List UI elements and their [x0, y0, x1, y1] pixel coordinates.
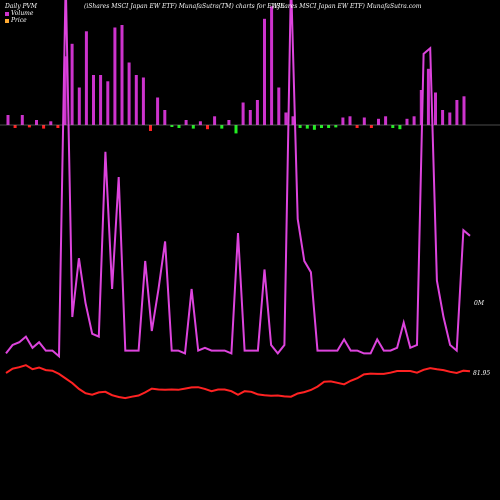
volume-bar	[298, 125, 302, 128]
volume-bar	[35, 120, 38, 125]
volume-bar	[255, 100, 259, 125]
volume-bar	[127, 62, 131, 125]
volume-bar	[362, 117, 366, 125]
volume-bar	[334, 125, 338, 128]
volume-bar	[348, 116, 352, 126]
volume-bar	[248, 110, 252, 125]
volume-bar	[355, 125, 359, 128]
volume-bar	[206, 125, 209, 130]
volume-bar	[63, 56, 67, 126]
volume-bar	[419, 90, 423, 125]
volume-bar	[27, 125, 31, 128]
volume-bar	[70, 43, 74, 126]
volume-bar	[234, 125, 238, 134]
volume-bar	[426, 68, 430, 126]
volume-bar	[291, 116, 295, 126]
volume-line	[5, 0, 471, 359]
volume-bar	[448, 112, 452, 125]
volume-bar	[377, 118, 380, 126]
volume-bar	[149, 125, 152, 131]
volume-bar	[455, 100, 459, 125]
volume-bar	[56, 125, 60, 128]
volume-bars	[6, 6, 466, 134]
volume-bar	[13, 125, 17, 128]
chart-header-right: (iShares MSCI Japan EW ETF) MunafaSutra.…	[272, 3, 422, 10]
volume-bar	[163, 110, 167, 125]
volume-bar	[213, 116, 217, 126]
volume-bar	[462, 96, 466, 126]
volume-bar	[405, 118, 409, 126]
volume-bar	[391, 125, 395, 128]
legend-volume-label: Volume	[11, 10, 34, 17]
volume-bar	[270, 6, 274, 126]
volume-bar	[277, 87, 281, 125]
volume-bar	[134, 75, 138, 125]
volume-bar	[384, 116, 388, 126]
legend-price-swatch	[5, 18, 9, 23]
volume-bar	[84, 31, 88, 126]
volume-bar	[220, 125, 224, 129]
volume-bar	[284, 112, 288, 125]
volume-bar	[434, 92, 437, 125]
legend-volume: Volume	[5, 10, 33, 17]
volume-bar	[113, 27, 117, 125]
legend-volume-swatch	[5, 11, 9, 16]
volume-bar	[398, 125, 402, 130]
volume-bar	[341, 117, 345, 125]
volume-right-label: 0M	[474, 300, 484, 307]
price-right-label: 81.95	[473, 370, 491, 377]
chart-header-center: (iShares MSCI Japan EW ETF) MunafaSutra(…	[84, 3, 285, 10]
volume-bar	[177, 125, 181, 128]
volume-bar	[42, 125, 46, 129]
volume-bar	[6, 115, 10, 125]
volume-bar	[198, 121, 202, 126]
volume-bar	[49, 121, 53, 126]
volume-bar	[156, 97, 160, 125]
volume-bar	[312, 125, 316, 130]
volume-bar	[227, 120, 231, 125]
volume-bar	[141, 77, 145, 125]
volume-bar	[241, 102, 245, 125]
volume-bar	[106, 81, 110, 126]
volume-bar	[441, 110, 445, 125]
volume-bar	[184, 120, 188, 125]
volume-bar	[412, 116, 416, 126]
volume-bar	[120, 25, 124, 125]
volume-bar	[170, 125, 174, 127]
price-line	[5, 364, 471, 400]
volume-bar	[20, 115, 24, 125]
volume-bar	[327, 125, 331, 128]
legend-price-label: Price	[11, 17, 27, 24]
volume-bar	[320, 125, 323, 128]
legend-price: Price	[5, 17, 27, 24]
volume-bar	[77, 87, 81, 125]
volume-bar	[369, 125, 373, 128]
volume-bar	[263, 18, 266, 126]
volume-bar	[305, 125, 309, 129]
chart-header-left: Daily PVM	[5, 3, 38, 10]
volume-bar	[99, 75, 103, 125]
volume-bar	[191, 125, 195, 129]
volume-bar	[92, 75, 95, 125]
